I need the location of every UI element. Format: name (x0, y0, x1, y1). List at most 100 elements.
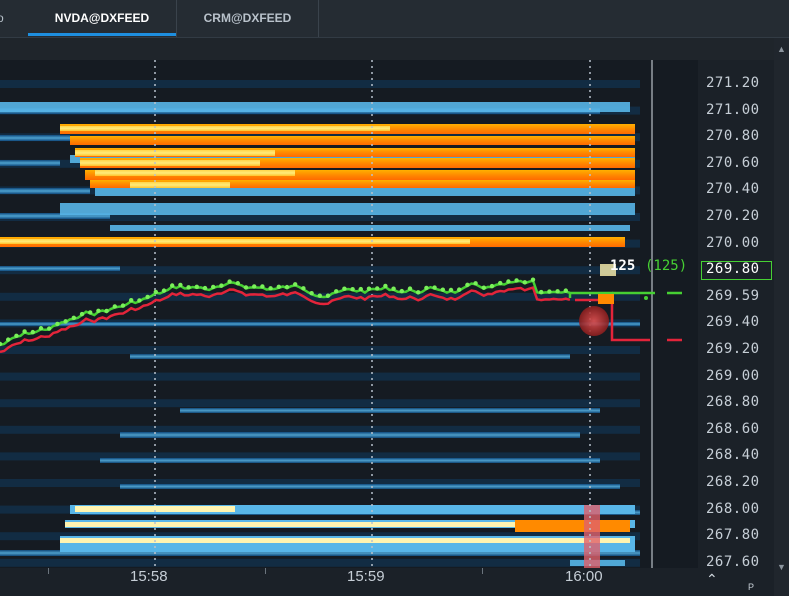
scroll-down-arrow-icon[interactable]: ▼ (777, 562, 786, 572)
price-tick-label: 269.59 (706, 287, 760, 304)
heat-band-bg (0, 399, 640, 408)
price-tick-label: 268.80 (706, 394, 760, 411)
trade-dot (104, 308, 109, 314)
trade-dot (63, 319, 68, 324)
trade-dot (489, 283, 495, 289)
trade-dot (481, 285, 486, 290)
trade-dot (407, 286, 413, 291)
time-tick-label: 15:59 (347, 568, 385, 585)
trade-marker-orange (598, 294, 614, 304)
heatmap-chart[interactable] (0, 60, 698, 568)
trade-dot (161, 288, 167, 293)
current-price-box (701, 261, 772, 281)
price-tick-label: 269.20 (706, 341, 760, 357)
heat-band-blue (0, 188, 90, 194)
heat-band-peak-low (75, 506, 235, 512)
trade-dot (317, 293, 322, 298)
vertical-scrollbar[interactable]: ▲ ▼ (774, 38, 789, 596)
trade-dot (235, 281, 240, 286)
heat-band-bg (0, 452, 640, 461)
trade-dot (448, 287, 454, 293)
trade-dot (47, 326, 52, 331)
price-tick-label: 268.60 (706, 420, 760, 437)
heat-band-peak (0, 239, 470, 244)
heat-band-bg (0, 266, 640, 275)
tab-crm[interactable]: CRM@DXFEED (203, 11, 292, 25)
heat-band-bg (0, 213, 640, 221)
trade-dot (539, 289, 544, 295)
trade-dot (498, 280, 503, 286)
tab-divider (176, 0, 177, 37)
trade-dot (366, 286, 372, 291)
heat-band-peak (130, 182, 230, 188)
trade-dot (268, 286, 273, 291)
heat-band-bg (0, 425, 640, 434)
trade-dot (416, 290, 421, 295)
price-tick-label: 269.80 (706, 261, 760, 278)
scroll-up-chevron-icon[interactable]: ⌃ (706, 571, 718, 587)
time-tick-mark (48, 568, 49, 574)
price-tick-label: 268.20 (706, 474, 760, 490)
trade-dot (153, 289, 158, 295)
scroll-up-arrow-icon[interactable]: ▲ (777, 44, 786, 54)
trade-dot (120, 303, 126, 308)
trade-dot (424, 285, 429, 291)
heat-band-blue (0, 213, 110, 219)
bid-price-line (0, 279, 571, 347)
toolbar-strip (0, 38, 789, 60)
price-tick-label: 270.00 (706, 234, 760, 251)
heat-band-hot (75, 148, 635, 157)
heat-band-bg (0, 479, 640, 487)
heat-band-blue (130, 354, 570, 359)
trade-dot (30, 329, 35, 335)
trade-dot (22, 329, 27, 334)
price-tick-label: 267.80 (706, 527, 760, 544)
trade-dot (79, 311, 85, 317)
trade-dot (243, 285, 249, 290)
trade-dot (55, 321, 60, 327)
heat-band-hot (80, 158, 635, 168)
trade-dot (522, 280, 527, 285)
trade-dot (194, 284, 199, 290)
heat-band-hot (85, 170, 635, 180)
trade-dot (129, 297, 134, 303)
heat-band-peak-low (60, 538, 630, 543)
trade-dot (137, 298, 142, 303)
price-tick-label: 270.60 (706, 154, 760, 171)
trade-dot (293, 282, 298, 287)
trade-dot (112, 304, 118, 309)
trade-dot (440, 287, 445, 292)
time-axis[interactable]: 15:58 15:59 16:00 (0, 568, 698, 596)
trade-dot (219, 283, 224, 288)
price-tick-label: 269.40 (706, 314, 760, 331)
trade-dot (301, 286, 306, 291)
trade-dot (276, 284, 281, 289)
heat-band-blue (0, 160, 60, 166)
heat-band-cyan-low (60, 544, 635, 552)
price-tick-label: 267.60 (706, 553, 760, 570)
tab-nvda[interactable]: NVDA@DXFEED (28, 0, 176, 37)
heat-band-bg (0, 346, 640, 354)
trade-dot (71, 315, 77, 321)
price-tick-label: 270.80 (706, 128, 760, 145)
current-volume-total-label: (125) (645, 258, 688, 274)
heat-band-hot (90, 180, 635, 188)
price-axis[interactable]: 271.20 271.00 270.80 270.60 270.40 270.20 270.… (698, 60, 774, 570)
heat-band-peak-low (65, 522, 515, 527)
trade-dot (202, 285, 208, 291)
time-tick-label: 16:00 (565, 568, 603, 585)
price-tick-label: 270.40 (706, 181, 760, 198)
heat-band-bg (0, 558, 640, 567)
trade-dot (325, 293, 331, 298)
price-tick-label: 270.20 (706, 208, 760, 224)
trade-dot (186, 285, 191, 290)
price-tick-label: 268.00 (706, 500, 760, 517)
heat-band-blue (120, 432, 580, 438)
ask-price-line (0, 286, 571, 354)
trade-dot (227, 279, 232, 284)
time-tick-mark (482, 568, 483, 574)
tab-previous-fragment[interactable]: o (0, 11, 4, 25)
trade-dot (530, 277, 536, 282)
trade-dot (465, 282, 470, 288)
trade-dot (473, 281, 478, 286)
